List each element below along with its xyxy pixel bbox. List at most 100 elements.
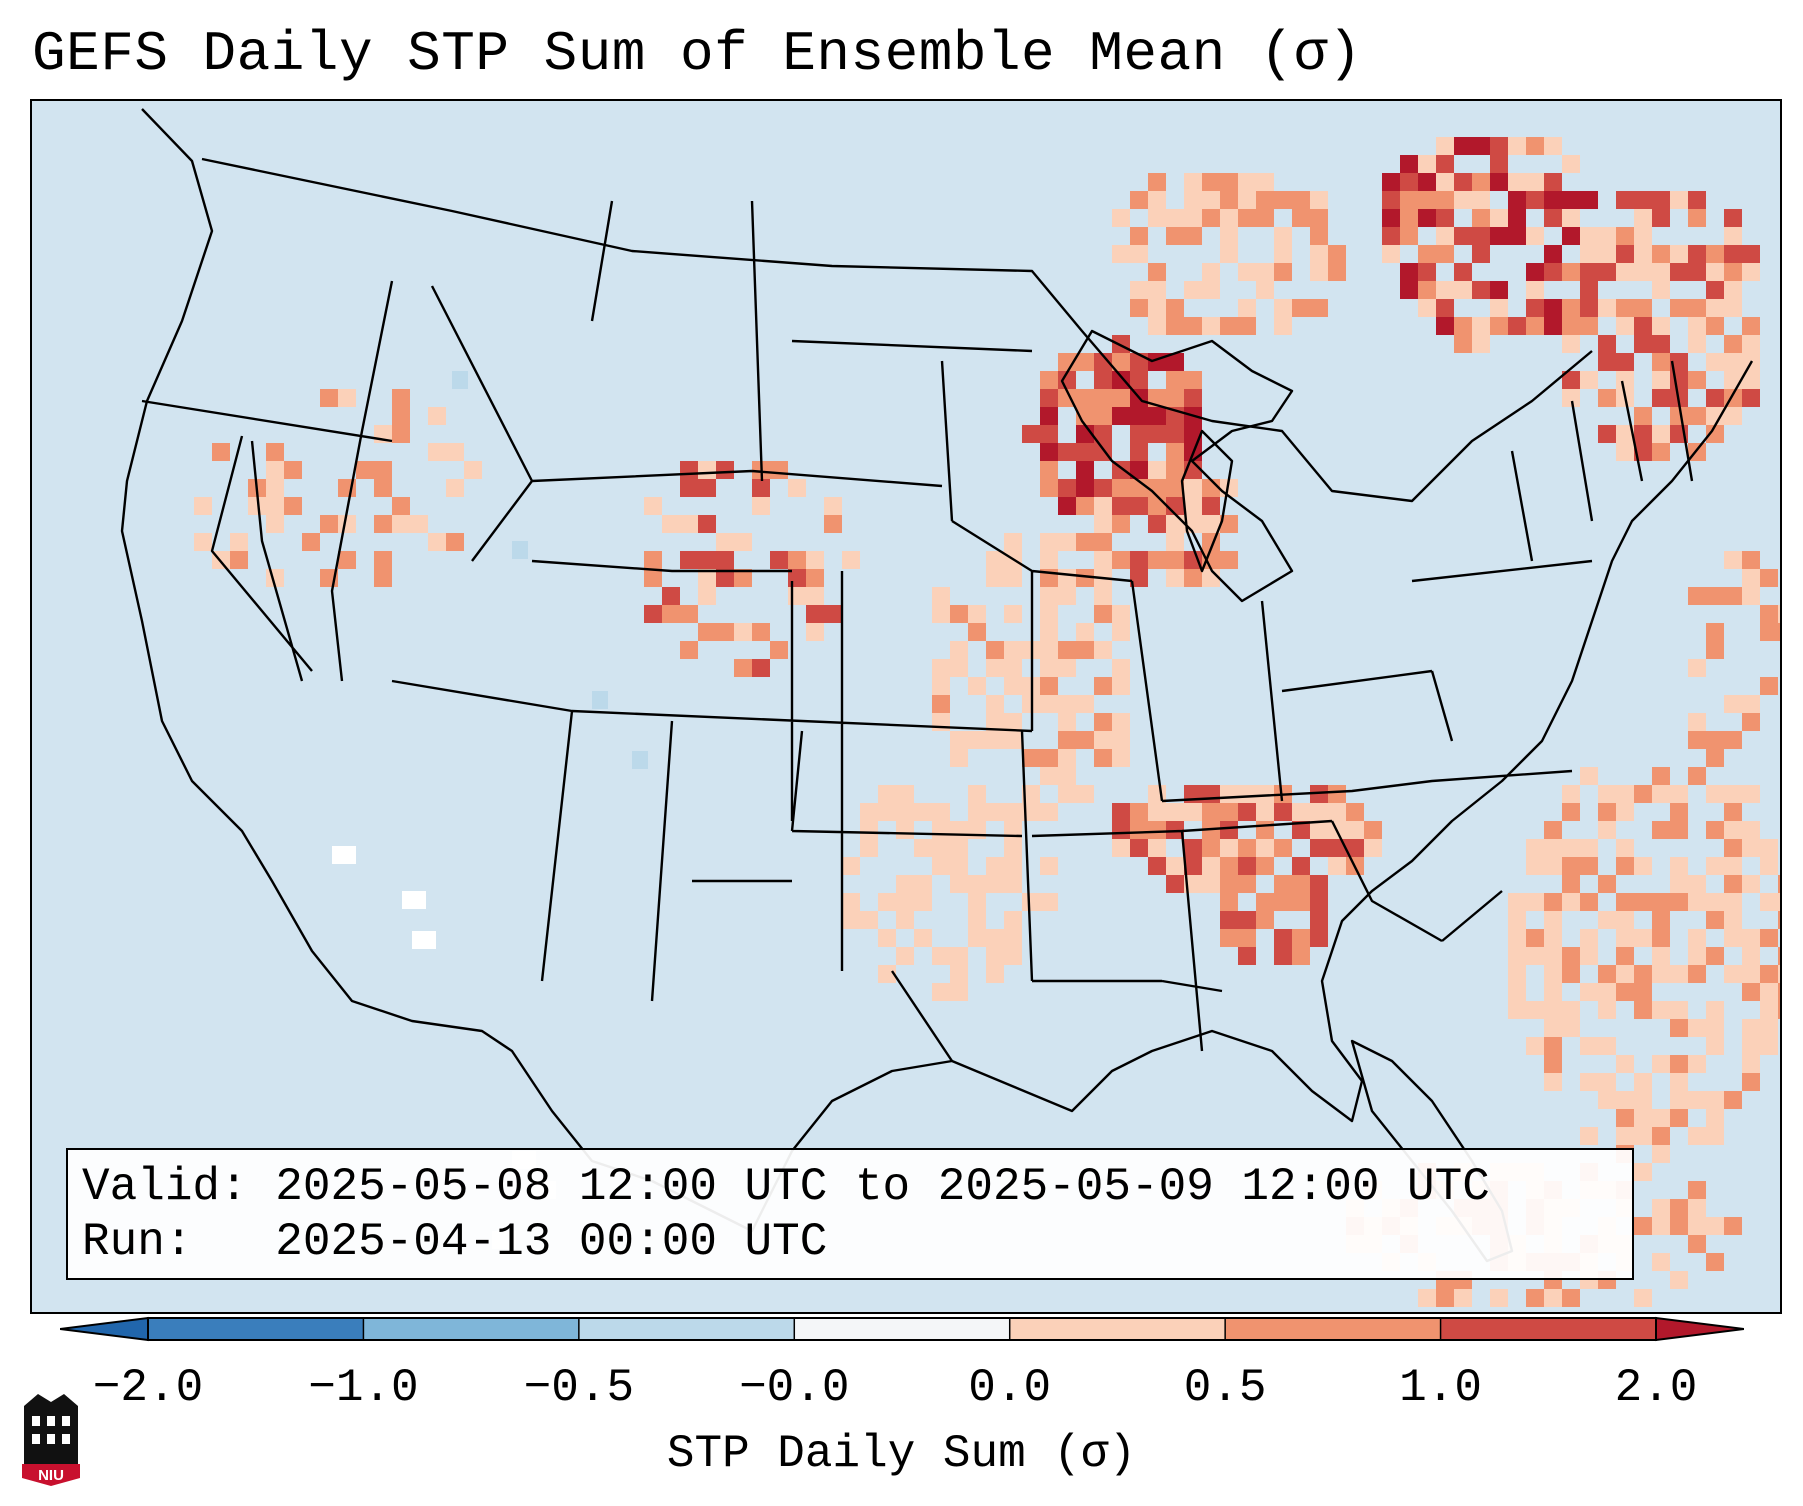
colorbar-bin <box>363 1318 580 1340</box>
stp-cell <box>1112 371 1130 389</box>
stp-cell <box>1670 1109 1688 1127</box>
stp-cell <box>1202 875 1220 893</box>
stp-cell <box>770 641 788 659</box>
stp-cell <box>932 803 950 821</box>
stp-cell <box>1166 227 1184 245</box>
stp-cell <box>1310 929 1328 947</box>
stp-cell <box>1040 461 1058 479</box>
stp-cell <box>1526 317 1544 335</box>
stp-cell <box>1112 407 1130 425</box>
stp-cell <box>1310 263 1328 281</box>
stp-cell <box>878 803 896 821</box>
stp-cell <box>734 569 752 587</box>
stp-cell <box>1634 425 1652 443</box>
stp-cell <box>1130 407 1148 425</box>
stp-cell <box>1652 1055 1670 1073</box>
stp-cell <box>842 893 860 911</box>
stp-cell <box>1724 731 1742 749</box>
stp-cell <box>1004 857 1022 875</box>
stp-cell <box>1706 947 1724 965</box>
stp-cell <box>1706 353 1724 371</box>
stp-cell <box>878 965 896 983</box>
stp-cell <box>1544 137 1562 155</box>
stp-cell <box>1076 533 1094 551</box>
stp-cell <box>986 551 1004 569</box>
stp-cell <box>1094 677 1112 695</box>
stp-cell <box>1742 371 1760 389</box>
stp-cell <box>1724 587 1742 605</box>
stp-cell <box>1760 623 1778 641</box>
stp-cell <box>1670 1199 1688 1217</box>
stp-cell <box>1076 443 1094 461</box>
stp-cell <box>1706 263 1724 281</box>
stp-cell <box>1058 479 1076 497</box>
stp-cell <box>950 821 968 839</box>
stp-cell <box>788 587 806 605</box>
stp-cell <box>1724 407 1742 425</box>
stp-cell <box>1544 947 1562 965</box>
stp-cell <box>1274 299 1292 317</box>
stp-cell <box>446 533 464 551</box>
stp-cell <box>1274 893 1292 911</box>
stp-cell <box>1292 821 1310 839</box>
stp-cell <box>1652 911 1670 929</box>
stp-cell <box>1778 947 1780 965</box>
stp-cell <box>374 551 392 569</box>
stp-cell <box>374 479 392 497</box>
stp-cell <box>1670 299 1688 317</box>
map-canvas <box>120 108 1780 1307</box>
stp-cell <box>770 461 788 479</box>
stp-cell <box>1706 281 1724 299</box>
stp-cell <box>1148 821 1166 839</box>
stp-cell <box>592 691 608 709</box>
stp-cell <box>1652 1253 1670 1271</box>
stp-cell <box>1670 407 1688 425</box>
stp-cell <box>1382 209 1400 227</box>
stp-cell <box>1472 173 1490 191</box>
stp-cell <box>356 461 374 479</box>
stp-cell <box>1688 1217 1706 1235</box>
colorbar-tick-label: −1.0 <box>308 1362 419 1414</box>
stp-cell <box>1040 767 1058 785</box>
stp-cell <box>1004 821 1022 839</box>
stp-cell <box>1418 1289 1436 1307</box>
stp-cell <box>1526 1037 1544 1055</box>
stp-cell <box>1130 371 1148 389</box>
stp-cell <box>1148 497 1166 515</box>
colorbar-tick-label: −0.5 <box>523 1362 635 1414</box>
stp-cell <box>1184 371 1202 389</box>
stp-cell <box>680 479 698 497</box>
stp-cell <box>1094 551 1112 569</box>
stp-cell <box>1562 785 1580 803</box>
stp-cell <box>1652 443 1670 461</box>
stp-cell <box>1508 227 1526 245</box>
stp-cell <box>1328 245 1346 263</box>
stp-cell <box>968 623 986 641</box>
stp-cell <box>1724 1217 1742 1235</box>
stp-cell <box>1688 893 1706 911</box>
stp-cell <box>1094 641 1112 659</box>
stp-cell <box>1184 425 1202 443</box>
stp-cell <box>1616 1055 1634 1073</box>
stp-cell <box>968 911 986 929</box>
stp-cell <box>1634 227 1652 245</box>
stp-cell <box>1670 245 1688 263</box>
stp-cell <box>1166 821 1184 839</box>
stp-cell <box>1184 389 1202 407</box>
stp-cell <box>1148 479 1166 497</box>
stp-cell <box>1598 353 1616 371</box>
stp-cell <box>1580 245 1598 263</box>
stp-cell <box>1742 947 1760 965</box>
stp-cell <box>1022 785 1040 803</box>
stp-cell <box>1220 551 1238 569</box>
stp-cell <box>1634 299 1652 317</box>
stp-cell <box>1472 227 1490 245</box>
stp-cell <box>1202 515 1220 533</box>
stp-cell <box>1508 947 1526 965</box>
stp-cell <box>1706 893 1724 911</box>
stp-cell <box>1436 173 1454 191</box>
stp-cell <box>1598 785 1616 803</box>
stp-cell <box>986 857 1004 875</box>
stp-cell <box>698 479 716 497</box>
colorbar-tick-label: 2.0 <box>1614 1362 1698 1414</box>
